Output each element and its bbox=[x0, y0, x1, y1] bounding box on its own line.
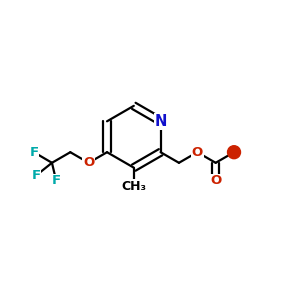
Text: O: O bbox=[192, 146, 203, 159]
Text: F: F bbox=[29, 146, 38, 159]
Text: O: O bbox=[210, 174, 221, 187]
Text: O: O bbox=[83, 156, 94, 169]
Text: F: F bbox=[52, 174, 61, 187]
Text: CH₃: CH₃ bbox=[121, 180, 146, 193]
Text: N: N bbox=[154, 114, 167, 129]
Circle shape bbox=[227, 146, 241, 159]
Text: F: F bbox=[32, 169, 40, 182]
